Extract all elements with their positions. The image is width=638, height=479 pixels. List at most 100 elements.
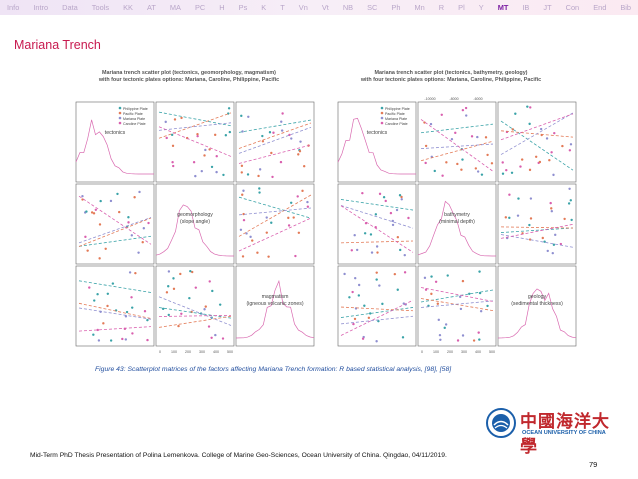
- nav-item-nb[interactable]: NB: [342, 3, 354, 12]
- scatter-point: [171, 144, 175, 148]
- scatter-point: [552, 243, 556, 246]
- axis-tick-label: 500: [227, 350, 233, 354]
- matrix-panel: [497, 101, 577, 183]
- nav-item-ib[interactable]: IB: [522, 3, 530, 12]
- density-curve: [497, 288, 577, 339]
- scatter-point: [251, 239, 254, 242]
- nav-item-mn[interactable]: Mn: [414, 3, 425, 12]
- nav-item-tools[interactable]: Tools: [91, 3, 110, 12]
- trend-line: [78, 217, 152, 244]
- nav-item-ps[interactable]: Ps: [238, 3, 248, 12]
- left-matrix-title: Mariana trench scatter plot (tectonics, …: [98, 70, 280, 83]
- scatter-point: [121, 337, 124, 341]
- scatter-point: [353, 233, 356, 237]
- trend-line: [238, 144, 312, 164]
- scatter-point: [306, 205, 310, 208]
- nav-item-r[interactable]: R: [438, 3, 445, 12]
- scatter-point: [520, 158, 524, 161]
- scatter-point: [106, 304, 109, 308]
- scatter-point: [461, 279, 465, 283]
- nav-item-end[interactable]: End: [593, 3, 607, 12]
- scatter-point: [267, 255, 270, 258]
- matrix-panel: [235, 265, 315, 347]
- scatter-point: [363, 232, 367, 235]
- legend-marker: [380, 121, 384, 125]
- scatter-point: [142, 227, 146, 230]
- scatter-point: [375, 278, 378, 281]
- scatter-point: [92, 333, 95, 336]
- trend-line: [420, 287, 494, 302]
- nav-item-vn[interactable]: Vn: [298, 3, 308, 12]
- nav-item-intro[interactable]: Intro: [33, 3, 49, 12]
- diagonal-label: (minimal depth): [439, 219, 475, 225]
- scatter-point: [146, 338, 149, 342]
- scatter-point: [204, 148, 207, 152]
- scatter-point: [127, 216, 130, 219]
- nav-item-y[interactable]: Y: [478, 3, 484, 12]
- scatter-point: [258, 187, 261, 190]
- scatter-point: [545, 137, 549, 140]
- nav-item-con[interactable]: Con: [565, 3, 580, 12]
- scatter-point: [242, 189, 245, 192]
- scatter-point: [534, 155, 538, 158]
- scatter-point: [376, 251, 379, 254]
- nav-item-data[interactable]: Data: [62, 3, 78, 12]
- nav-item-bib[interactable]: Bib: [620, 3, 632, 12]
- nav-item-t[interactable]: T: [280, 3, 285, 12]
- axis-tick-label: 400: [213, 350, 219, 354]
- axis-tick-label: 400: [475, 350, 481, 354]
- trend-line: [238, 122, 312, 149]
- nav-item-sc[interactable]: SC: [367, 3, 378, 12]
- scatter-point: [131, 332, 134, 335]
- legend-label: Pacific Plate: [123, 112, 143, 116]
- matrix-panel: [155, 183, 235, 265]
- scatter-point: [519, 165, 522, 168]
- nav-item-h[interactable]: H: [219, 3, 225, 12]
- nav-item-at[interactable]: AT: [146, 3, 156, 12]
- scatter-point: [361, 191, 364, 195]
- nav-item-ph[interactable]: Ph: [391, 3, 401, 12]
- trend-line: [158, 122, 232, 131]
- scatter-point: [529, 197, 533, 200]
- scatter-point: [369, 233, 373, 236]
- scatter-point: [194, 174, 197, 178]
- nav-item-pc[interactable]: PC: [194, 3, 206, 12]
- scatter-point: [478, 291, 482, 295]
- scatter-point: [170, 133, 174, 137]
- scatter-point: [553, 131, 556, 135]
- scatter-point: [490, 162, 494, 165]
- scatter-point: [296, 195, 299, 198]
- scatter-point: [550, 210, 554, 213]
- scatter-point: [510, 171, 514, 174]
- scatter-point: [484, 136, 488, 139]
- scatter-point: [257, 174, 260, 178]
- nav-item-mt[interactable]: MT: [497, 3, 509, 12]
- trend-line: [500, 223, 574, 239]
- scatter-point: [167, 285, 170, 288]
- nav-item-jt[interactable]: JT: [543, 3, 552, 12]
- scatter-point: [109, 339, 113, 342]
- nav-item-k[interactable]: K: [261, 3, 267, 12]
- nav-item-kk[interactable]: KK: [123, 3, 133, 12]
- nav-item-vt[interactable]: Vt: [321, 3, 329, 12]
- scatterplot-figure: Mariana trench scatter plot (tectonics, …: [60, 70, 580, 360]
- nav-item-info[interactable]: Info: [7, 3, 20, 12]
- scatter-point: [395, 208, 399, 212]
- scatter-point: [106, 292, 110, 295]
- scatter-point: [179, 272, 182, 276]
- nav-item-ma[interactable]: MA: [169, 3, 181, 12]
- trend-line: [340, 205, 414, 253]
- scatter-point: [407, 216, 410, 220]
- axis-tick-label: 300: [461, 350, 467, 354]
- scatter-point: [567, 202, 571, 205]
- scatter-point: [458, 295, 462, 299]
- scatter-point: [161, 307, 165, 311]
- nav-item-pl[interactable]: Pl: [458, 3, 465, 12]
- diagonal-label: (igneous volcanic zones): [246, 301, 303, 307]
- density-curve: [155, 204, 234, 257]
- scatter-point: [173, 118, 177, 121]
- scatter-point: [430, 292, 433, 296]
- scatter-point: [570, 218, 573, 222]
- scatter-point: [456, 339, 460, 342]
- scatter-point: [280, 120, 283, 123]
